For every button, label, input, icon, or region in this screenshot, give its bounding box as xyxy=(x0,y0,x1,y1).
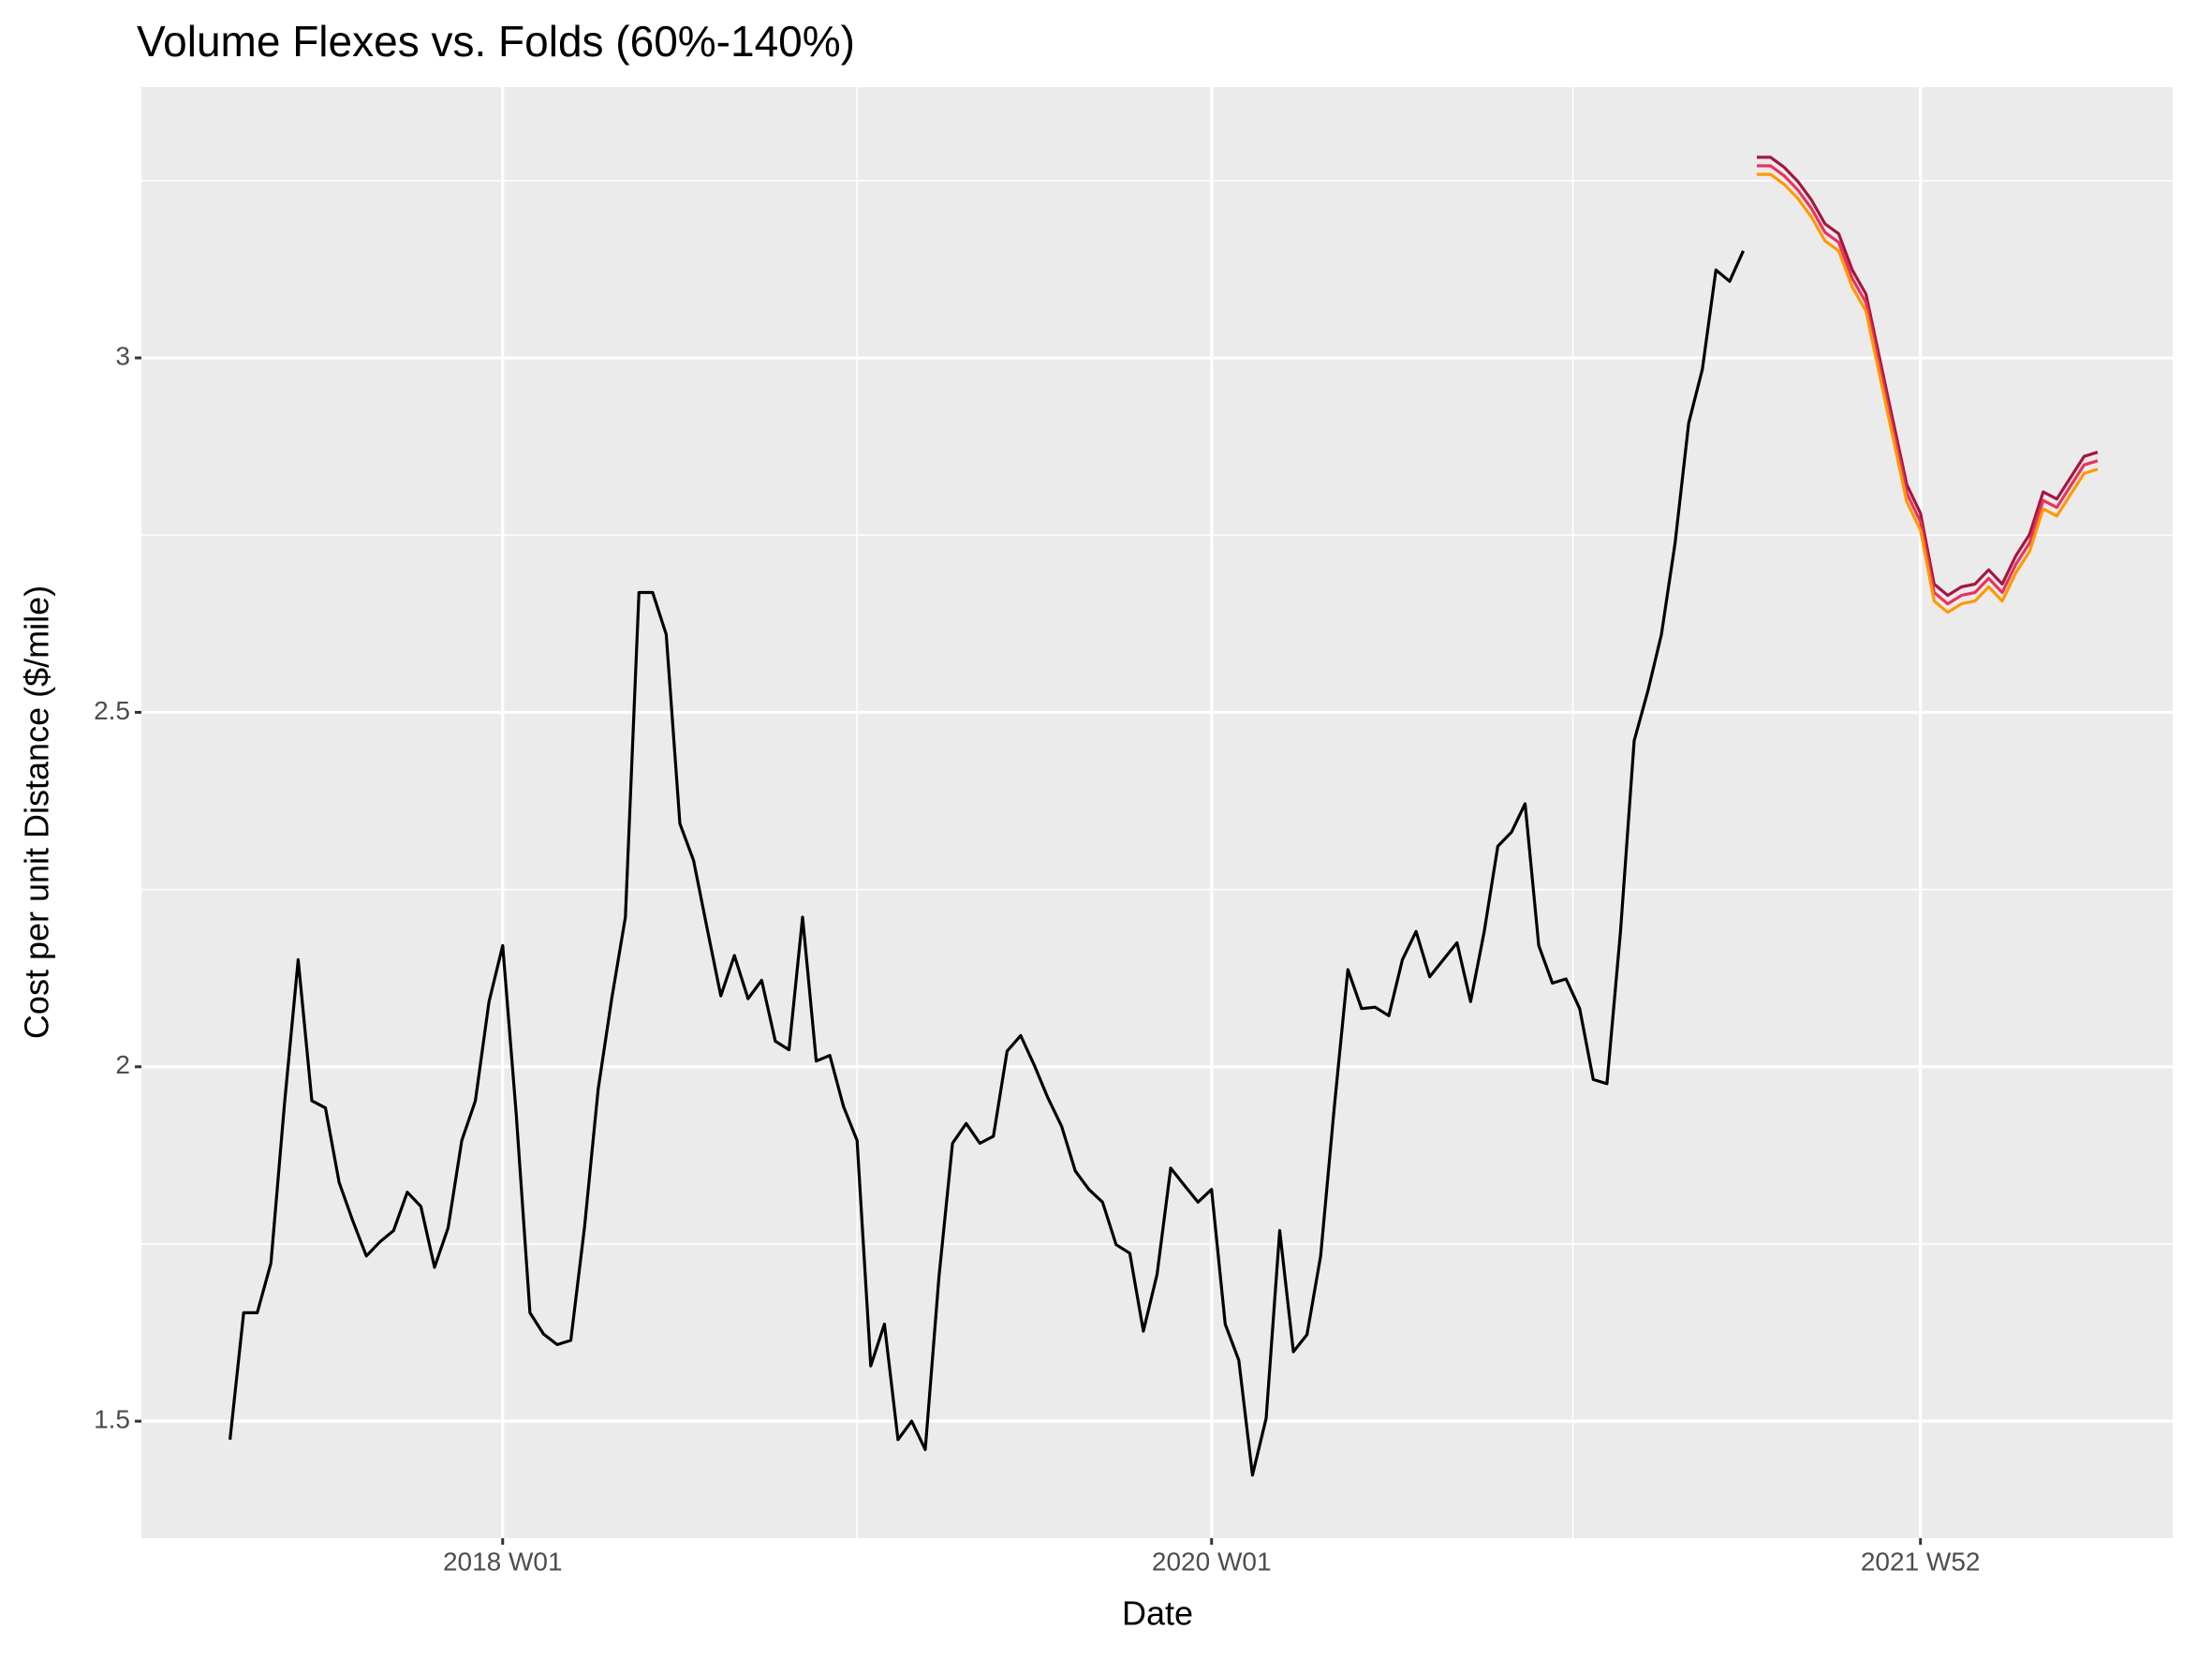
y-tick-label: 2 xyxy=(115,1050,130,1079)
x-tick-label: 2021 W52 xyxy=(1861,1547,1981,1576)
y-axis-label: Cost per unit Distance ($/mile) xyxy=(18,585,56,1039)
series-line xyxy=(1757,164,2099,606)
y-tick-label: 3 xyxy=(115,341,130,370)
y-tick-label: 1.5 xyxy=(94,1405,130,1434)
x-tick-label: 2018 W01 xyxy=(443,1547,563,1576)
x-axis-label: Date xyxy=(1122,1594,1193,1633)
series-line xyxy=(1757,156,2099,598)
series-line xyxy=(1757,172,2099,615)
panel xyxy=(141,87,2173,1538)
series-line xyxy=(229,250,1745,1477)
x-tick-label: 2020 W01 xyxy=(1152,1547,1272,1576)
chart-title: Volume Flexes vs. Folds (60%-140%) xyxy=(137,17,855,66)
y-tick-label: 2.5 xyxy=(94,696,130,725)
